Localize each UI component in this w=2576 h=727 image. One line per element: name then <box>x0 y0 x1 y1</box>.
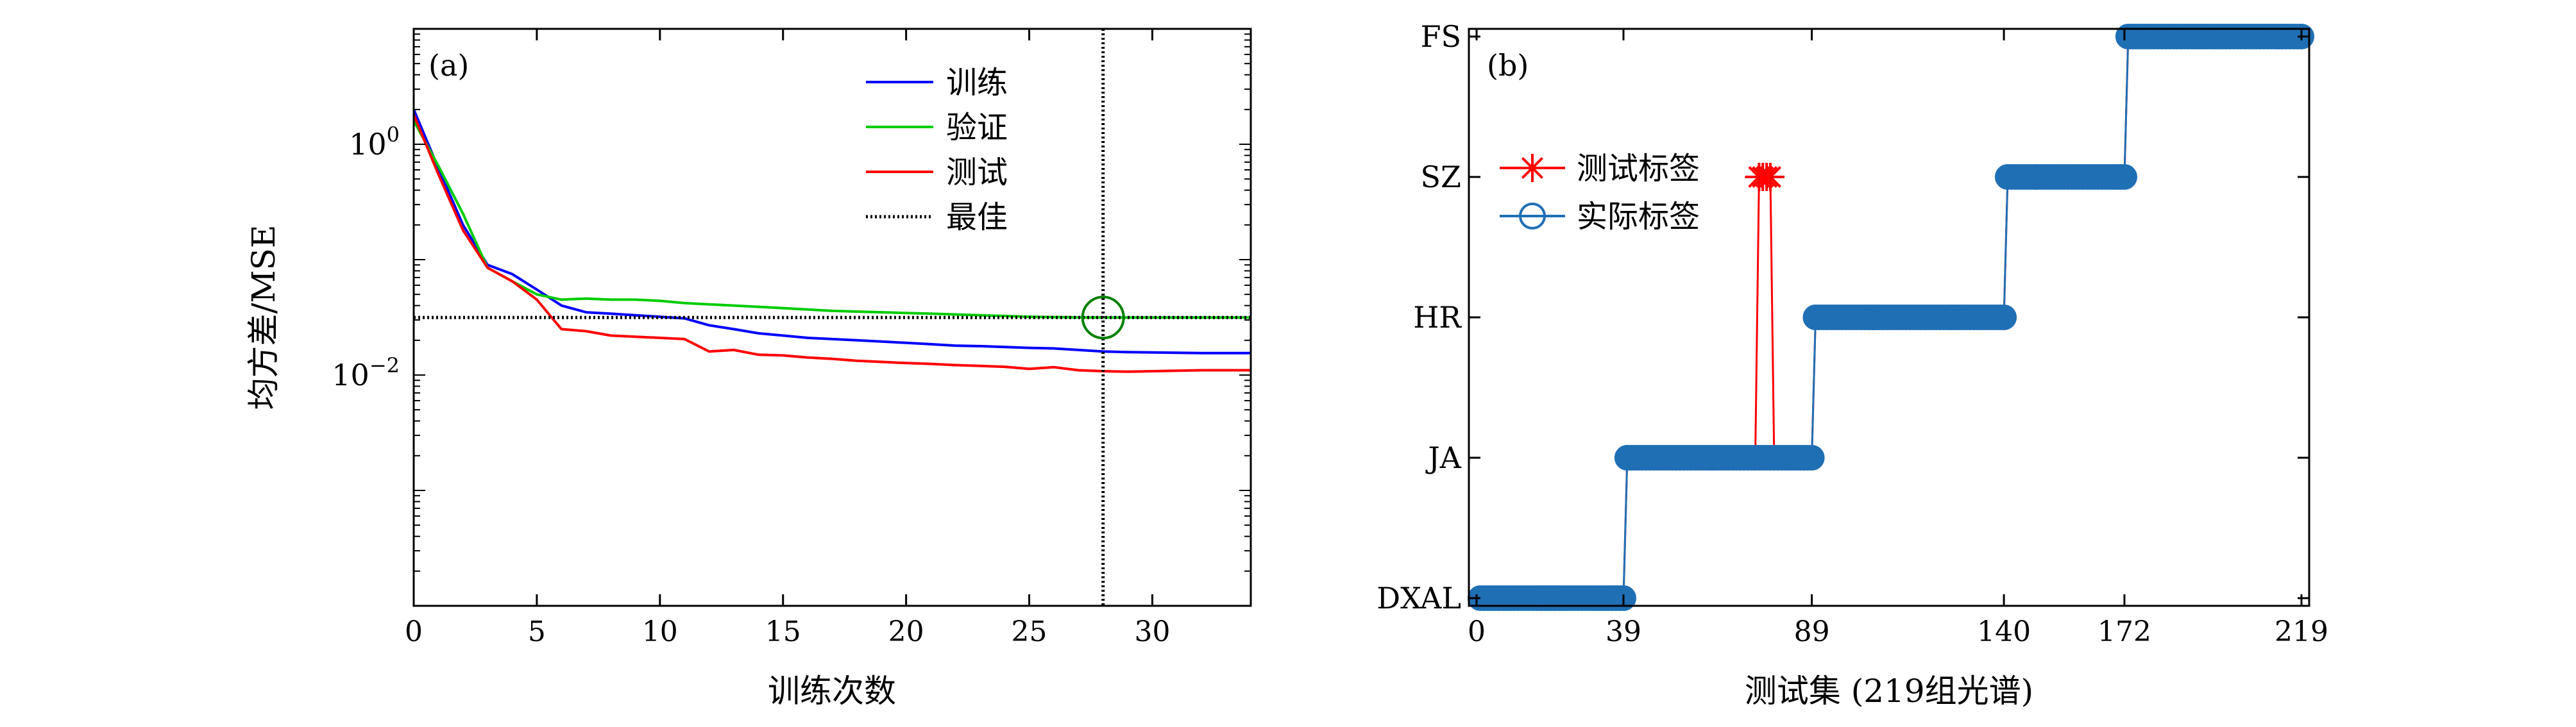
legend-label: 测试标签 <box>1577 151 1700 187</box>
panel-b-xlabel: 测试集 (219组光谱) <box>1745 673 2033 710</box>
legend-label: 实际标签 <box>1577 199 1700 235</box>
legend-label: 最佳 <box>946 199 1008 235</box>
x-tick-label: 10 <box>642 615 678 648</box>
panel-a-label: (a) <box>428 48 469 83</box>
classification-panel: 0 39 89 140 172 219 DXAL JA HR SZ FS (b) 测试集 (219组… <box>1377 19 2328 710</box>
panel-a-xlabel: 训练次数 <box>768 673 896 710</box>
mse-training-panel: 0 5 10 15 20 25 30 100 10−2 (a) 训练次数 均方差/MSE 训练验… <box>245 28 1252 710</box>
legend-label: 验证 <box>946 110 1008 146</box>
label-series-marks <box>1467 24 2314 611</box>
panel-b-label: (b) <box>1487 48 1529 83</box>
y-category-label: SZ <box>1421 160 1461 194</box>
y-category-label: DXAL <box>1377 581 1461 615</box>
best-point-circle <box>1081 296 1125 340</box>
panel-a-ylabel: 均方差/MSE <box>245 225 282 410</box>
actual-label-marker <box>2112 164 2137 190</box>
series-line-0 <box>412 109 1251 355</box>
y-tick-label: 100 <box>349 122 400 162</box>
x-tick-label: 15 <box>765 615 801 648</box>
actual-label-marker <box>1991 305 2017 330</box>
y-category-label: JA <box>1425 440 1461 475</box>
y-category-label: HR <box>1413 300 1462 335</box>
legend-circle-icon <box>1519 203 1546 230</box>
legend-label: 测试 <box>946 155 1008 190</box>
legend-star-icon <box>1518 154 1546 182</box>
x-tick-label: 140 <box>1977 615 2031 648</box>
x-tick-label: 219 <box>2275 615 2328 648</box>
actual-label-marker <box>1799 445 1825 471</box>
x-tick-label: 5 <box>528 615 546 648</box>
x-tick-label: 89 <box>1794 615 1830 648</box>
test-label-star <box>1756 163 1785 191</box>
best-epoch-markers <box>414 29 1251 606</box>
panel-a-frame <box>412 28 1252 607</box>
x-tick-label: 0 <box>405 615 423 648</box>
x-tick-label: 39 <box>1606 615 1641 648</box>
mse-series-lines <box>412 109 1251 373</box>
y-tick-label: 10−2 <box>332 353 400 392</box>
panel-a-axis-ticks: 0 5 10 15 20 25 30 100 10−2 <box>332 28 1251 648</box>
x-tick-label: 172 <box>2097 615 2151 648</box>
x-tick-label: 25 <box>1012 615 1047 648</box>
x-tick-label: 20 <box>888 615 924 648</box>
series-line-2 <box>412 114 1251 373</box>
x-tick-label: 0 <box>1468 615 1486 648</box>
series-line-1 <box>412 120 1251 319</box>
panel-b-axis-ticks: 0 39 89 140 172 219 DXAL JA HR SZ FS <box>1377 19 2328 648</box>
x-tick-label: 30 <box>1134 615 1170 648</box>
y-category-label: FS <box>1421 19 1461 54</box>
legend-label: 训练 <box>946 65 1008 101</box>
